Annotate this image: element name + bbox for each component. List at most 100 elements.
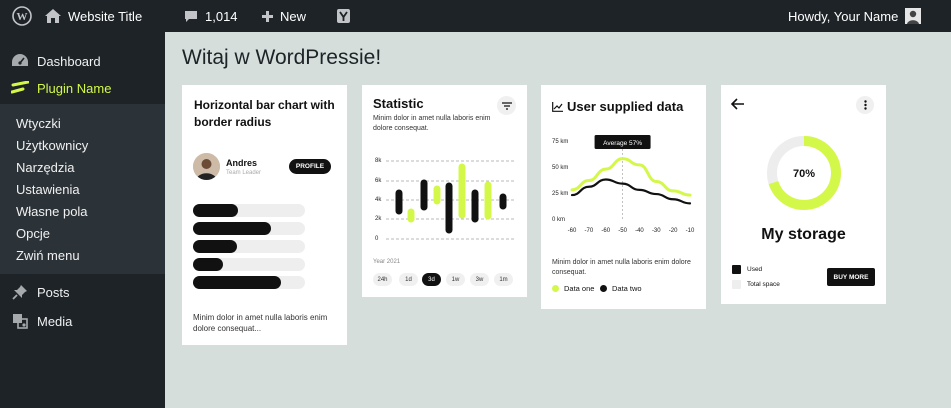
submenu-zwin-menu[interactable]: Zwiń menu [16,248,80,263]
bar-fill [193,258,224,271]
wordpress-logo-icon[interactable]: W [12,0,32,32]
legend-label: Data two [612,284,642,293]
user-name: Andres [226,158,258,168]
legend-swatch [732,265,741,274]
card-statistic: Statistic Minim dolor in amet nulla labo… [362,85,527,297]
x-tick-label: -10 [686,228,695,233]
storage-donut: 70% [767,136,841,210]
house-icon [45,9,61,23]
comment-bubble-icon [185,10,197,22]
site-title: Website Title [68,8,143,24]
storage-percent: 70% [793,168,815,180]
legend-label: Total space [747,281,780,288]
annotation-box [594,135,651,149]
chip-1w[interactable]: 1w [446,273,465,286]
legend-data-one: Data one [552,284,594,293]
greeting: Howdy, Your Name [788,8,899,24]
x-tick-label: -40 [635,228,644,233]
submenu-wtyczki[interactable]: Wtyczki [16,116,61,131]
y-tick: 4k [375,197,382,203]
chip-1m[interactable]: 1m [494,273,513,286]
y-tick-label: 0 km [552,217,565,223]
bar-fill [193,222,272,235]
menu-plugin[interactable]: Plugin Name [0,75,165,101]
storage-donut-fill [767,136,841,210]
chip-24h[interactable]: 24h [373,273,392,286]
buy-more-button[interactable]: BUY MORE [827,268,875,286]
y-tick: 2k [375,216,382,222]
profile-button[interactable]: PROFILE [289,159,331,174]
bar-track [193,222,305,235]
line-chart-title: User supplied data [567,99,684,114]
admin-sidebar: Dashboard Plugin Name Wtyczki Użytkownic… [0,32,165,408]
line-chart-description: Minim dolor in amet nulla laboris enim d… [552,259,691,276]
avatar [905,8,922,24]
submenu-uzytkownicy[interactable]: Użytkownicy [16,138,89,153]
plugin-stripes-icon [11,79,29,97]
legend-data-two: Data two [600,284,642,293]
user-avatar [193,153,220,180]
series-line-data-two [570,178,692,205]
chip-1d[interactable]: 1d [399,273,418,286]
comments-count: 1,014 [205,8,238,24]
pushpin-icon [11,283,29,301]
card-bars-footer: Minim dolor in amet nulla laboris enim d… [193,313,328,333]
plugin-submenu: Wtyczki Użytkownicy Narzędzia Ustawienia… [0,104,165,274]
svg-text:W: W [17,11,28,23]
dashboard-gauge-icon [11,52,29,70]
x-tick-label: -70 [585,228,594,233]
legend-used: Used [732,265,762,274]
submenu-ustawienia[interactable]: Ustawienia [16,182,80,197]
chip-3w[interactable]: 3w [470,273,489,286]
new-label: New [280,8,307,24]
card-storage: 70% My storage Used Total space BUY MORE [721,85,886,304]
y-tick: 0 [375,236,379,242]
media-icon [11,312,29,330]
menu-plugin-label: Plugin Name [37,80,112,96]
legend-swatch [552,285,559,292]
submenu-narzedzia[interactable]: Narzędzia [16,160,75,175]
menu-posts[interactable]: Posts [0,279,165,305]
bar-track [193,240,305,253]
x-tick-label: -50 [618,228,627,233]
submenu-wlasne-pola[interactable]: Własne pola [16,204,88,219]
legend-label: Data one [564,284,595,293]
arrow-left-icon[interactable] [731,98,745,110]
more-vertical-icon[interactable] [856,96,874,114]
yoast-icon[interactable] [337,0,350,32]
y-tick: 6k [375,178,382,184]
x-tick-label: -30 [652,228,661,233]
menu-dashboard-label: Dashboard [37,53,101,69]
line-chart-header: User supplied data [552,99,683,114]
submenu-opcje[interactable]: Opcje [16,226,50,241]
y-tick-label: 75 km [552,139,568,145]
y-tick: 8k [375,158,382,164]
bar-fill [193,240,237,253]
menu-media-label: Media [37,313,73,329]
plus-icon [262,10,273,22]
bar-fill [193,204,238,217]
new-content-link[interactable]: New [262,0,306,32]
menu-media[interactable]: Media [0,308,165,334]
bar-track [193,204,305,217]
x-tick-label: -20 [669,228,678,233]
comments-link[interactable]: 1,014 [184,0,238,32]
site-title-link[interactable]: Website Title [45,0,142,32]
annotation-label: Average 57% [603,140,642,147]
period-label: Year 2021 [373,259,401,265]
filter-icon[interactable] [497,96,516,115]
x-tick-label: -60 [601,228,610,233]
page-title: Witaj w WordPressie! [182,46,382,69]
line-chart-icon [552,101,563,112]
card-bars-title: Horizontal bar chart with border radius [194,98,335,129]
chip-3d[interactable]: 3d [422,273,441,286]
my-account-link[interactable]: Howdy, Your Name [788,0,922,32]
bar-fill [193,276,282,289]
statistic-title: Statistic [373,96,424,111]
menu-dashboard[interactable]: Dashboard [0,48,165,74]
x-tick-label: -60 [568,228,577,233]
bar-track [193,276,305,289]
user-role: Team Leader [226,170,262,176]
candlestick-chart [386,160,516,240]
